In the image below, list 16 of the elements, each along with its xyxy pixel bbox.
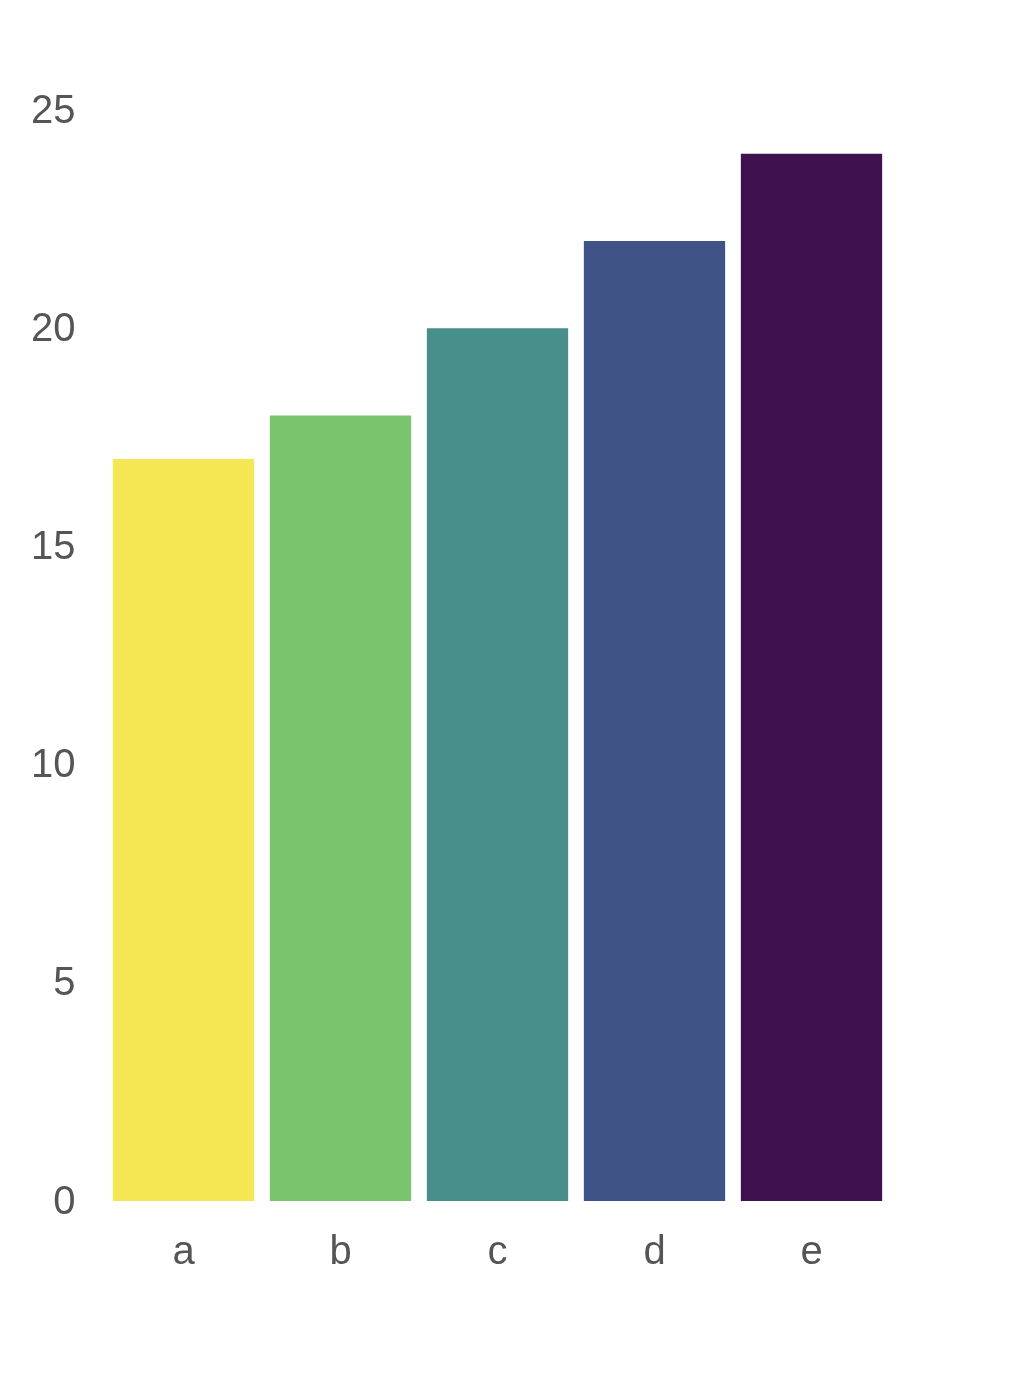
y-tick-label: 0 <box>53 1177 76 1222</box>
bar <box>269 415 412 1201</box>
bar <box>112 459 255 1201</box>
x-tick-label: c <box>487 1227 508 1272</box>
y-tick-label: 20 <box>31 304 76 349</box>
x-tick-label: d <box>643 1227 666 1272</box>
x-tick-label: b <box>329 1227 352 1272</box>
y-tick-label: 25 <box>31 86 76 131</box>
bar <box>583 240 726 1201</box>
bar <box>740 153 883 1201</box>
bar <box>426 328 569 1201</box>
y-tick-label: 15 <box>31 522 76 567</box>
x-tick-label: a <box>172 1227 196 1272</box>
x-tick-label: e <box>800 1227 823 1272</box>
y-tick-label: 10 <box>31 741 76 786</box>
y-tick-label: 5 <box>53 959 76 1004</box>
